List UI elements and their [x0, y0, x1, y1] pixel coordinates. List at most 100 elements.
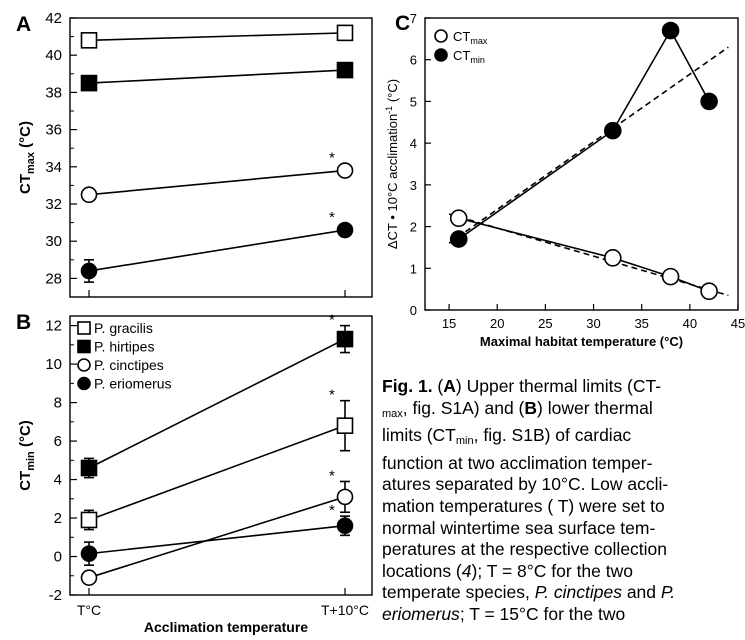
x-tick-label: T+10°C [321, 602, 369, 618]
caption-text: ( [432, 376, 444, 396]
data-point [700, 282, 718, 301]
y-tick-label: 4 [54, 472, 62, 489]
series-line [88, 32, 346, 42]
panel-label: C [395, 12, 410, 35]
x-tick-label: 20 [490, 316, 504, 331]
panel-b: -2 0 2 4 6 8 10 12 T°C T+10°C Acclimation temperat… [16, 311, 373, 635]
data-point [80, 186, 98, 203]
x-tick-label: 35 [634, 316, 648, 331]
y-tick-label: 8 [54, 395, 62, 412]
data-point [80, 545, 98, 562]
data-point [661, 21, 680, 40]
y-tick-label: 40 [45, 47, 62, 64]
legend-label: P. hirtipes [94, 339, 154, 355]
data-point [700, 92, 718, 111]
series-line [88, 524, 346, 555]
series-line [88, 496, 346, 579]
y-tick-label: 4 [410, 136, 417, 151]
legend-label: P. eriomerus [94, 376, 172, 392]
plot-frame [69, 17, 373, 298]
y-tick-label: 30 [45, 233, 62, 250]
x-tick-label: 45 [731, 316, 745, 331]
caption-subscript: max [382, 407, 403, 420]
caption-text: mation temperatures ( T) were set to [382, 495, 665, 516]
y-tick-label: 32 [45, 196, 62, 213]
significance-marker: * [329, 209, 335, 226]
caption-text: function at two acclimation temper- [382, 452, 653, 473]
y-tick-label: 6 [410, 53, 417, 68]
significance-marker: * [329, 387, 335, 404]
caption-text: normal wintertime sea surface tem- [382, 517, 656, 538]
data-point [336, 221, 354, 239]
data-point [336, 61, 354, 79]
series-line [88, 338, 346, 469]
legend-label: CTmin [453, 48, 485, 65]
y-tick-label: 0 [54, 549, 62, 566]
y-tick-label: 10 [45, 356, 62, 373]
plot-frame [424, 17, 739, 311]
series-line [88, 169, 346, 196]
panel-label: B [16, 311, 31, 334]
x-tick-label: 25 [538, 316, 552, 331]
data-point [449, 230, 468, 248]
figure-caption: Fig. 1. (A) Upper thermal limits (CT- ma… [382, 376, 740, 626]
y-tick-label: 42 [45, 10, 62, 27]
caption-text: ) Upper thermal limits (CT- [455, 376, 662, 396]
y-axis-label: CTmin (°C) [17, 420, 37, 491]
caption-text: atures separated by 10°C. Low accli- [382, 474, 669, 495]
panel-label: A [16, 13, 31, 36]
data-point [80, 74, 98, 92]
y-tick-label: 36 [45, 122, 62, 139]
y-tick-label: 2 [54, 510, 62, 527]
regression-line-dashed [448, 46, 729, 244]
legend-marker [77, 376, 91, 391]
data-point [80, 459, 98, 477]
data-point [336, 517, 354, 535]
y-tick-label: 28 [45, 270, 62, 287]
caption-reference: 4 [461, 560, 472, 581]
significance-marker: * [329, 312, 335, 329]
legend-marker [77, 358, 91, 372]
caption-text: peratures at the respective collection [382, 539, 668, 560]
y-tick-label: 2 [410, 220, 417, 235]
caption-text: and [621, 582, 661, 603]
caption-text: temperate species, [382, 582, 535, 603]
caption-species: P. [660, 582, 676, 603]
y-tick-label: 38 [45, 84, 62, 101]
caption-text: ); T = 8°C for the two [471, 560, 634, 581]
caption-panel-ref-a: A [443, 376, 456, 396]
significance-marker: * [329, 150, 335, 167]
data-point [80, 262, 98, 280]
x-tick-label: T°C [77, 602, 101, 618]
data-point [336, 488, 354, 506]
caption-text: ) lower thermal [537, 397, 653, 418]
caption-text: limits (CT [382, 425, 456, 446]
caption-species: P. cinctipes [534, 582, 622, 603]
x-tick-label: 15 [442, 316, 456, 331]
x-axis-label: Acclimation temperature [144, 619, 308, 635]
series-line [88, 424, 346, 521]
data-point [80, 511, 98, 529]
caption-text: , fig. S1A) and ( [402, 397, 525, 418]
legend-marker [434, 48, 448, 62]
y-tick-label: 12 [45, 318, 62, 335]
data-point [336, 162, 354, 179]
data-point [603, 121, 622, 140]
series-line [88, 229, 346, 272]
data-point [80, 569, 98, 586]
series-line [88, 69, 346, 84]
data-point [449, 209, 468, 228]
caption-text: ; T = 15°C for the two [459, 603, 626, 624]
significance-marker: * [329, 502, 335, 519]
data-point [336, 24, 354, 42]
data-point [80, 32, 98, 49]
data-point [336, 330, 354, 348]
y-tick-label: 6 [54, 433, 62, 450]
y-tick-label: 1 [410, 261, 417, 276]
caption-fig-label: Fig. 1. [382, 376, 433, 396]
x-axis-label: Maximal habitat temperature (°C) [480, 334, 683, 349]
caption-subscript: min [455, 435, 474, 448]
regression-line-dashed [448, 213, 729, 297]
data-point [603, 249, 622, 267]
